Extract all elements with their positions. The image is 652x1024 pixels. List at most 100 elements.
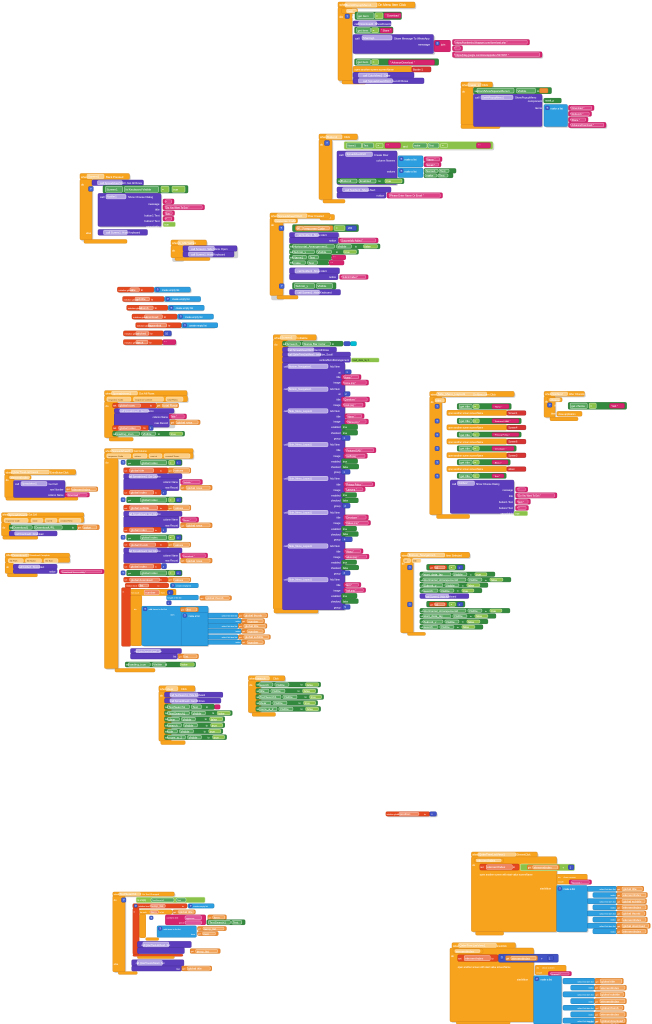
svg-text:3: 3 [177, 538, 179, 540]
svg-text:" Do You Want To Exit ": " Do You Want To Exit " [165, 207, 190, 210]
svg-text:response Content: response Content [135, 398, 153, 401]
svg-text:index: index [589, 1001, 595, 1003]
svg-text:do: do [148, 918, 151, 920]
svg-text:false: false [343, 600, 349, 603]
svg-text:" Privacy Policy ": " Privacy Policy " [345, 484, 362, 487]
svg-text:set: set [124, 544, 127, 547]
svg-text:get: get [617, 925, 620, 928]
svg-text:to: to [158, 433, 161, 436]
svg-text:from: from [161, 592, 165, 595]
svg-text:initialize global: initialize global [133, 316, 148, 319]
svg-text:set: set [257, 708, 260, 711]
svg-text:?: ? [171, 306, 173, 310]
svg-text:get choice: get choice [571, 404, 585, 408]
svg-text:to: to [155, 565, 158, 568]
svg-text:set: set [124, 579, 127, 582]
svg-text:button1 Text: button1 Text [144, 214, 159, 218]
svg-text:get: get [128, 462, 131, 465]
svg-text:get: get [596, 981, 599, 984]
svg-text:to: to [379, 179, 382, 183]
svg-text:global title: global title [131, 469, 145, 473]
svg-text:get item: get item [358, 14, 369, 18]
svg-text:=: = [474, 433, 476, 437]
svg-text:enabled: enabled [331, 527, 341, 531]
svg-text:notice: notice [329, 239, 337, 243]
svg-text:list: list [173, 656, 176, 659]
svg-text:=: = [474, 405, 476, 409]
svg-text:true: true [173, 187, 179, 191]
svg-text:create empty list: create empty list [162, 289, 180, 292]
svg-text:get: get [430, 603, 433, 606]
svg-text:Side_Menu_Layout1: Side_Menu_Layout1 [289, 545, 313, 548]
svg-text:to: to [165, 664, 168, 667]
svg-text:?: ? [122, 498, 124, 502]
svg-text:true: true [463, 589, 469, 593]
svg-text:get: get [242, 630, 245, 633]
svg-text:Add Item: Add Item [330, 512, 340, 515]
svg-text:Is Keyboard Visible: Is Keyboard Visible [126, 187, 152, 191]
svg-text:choice: choice [551, 398, 560, 402]
svg-text:true: true [305, 701, 311, 705]
svg-text:when: when [472, 854, 479, 857]
svg-text:" Submit Failed ": " Submit Failed " [341, 276, 358, 279]
svg-text:values: values [387, 170, 396, 174]
svg-text:group: group [334, 504, 341, 508]
svg-text:for each: for each [140, 912, 147, 914]
svg-text:response Code: response Code [108, 455, 124, 458]
svg-text:image: image [333, 521, 341, 525]
svg-text:=: = [170, 461, 172, 465]
svg-text:IconClick: IconClick [497, 945, 508, 948]
svg-text:max Record: max Record [165, 487, 179, 490]
svg-text:Add Item: Add Item [330, 444, 340, 447]
svg-text:" Law.png ": " Law.png " [345, 490, 357, 492]
svg-text:temp_list: temp_list [197, 949, 209, 953]
svg-text:get item: get item [358, 28, 369, 32]
svg-text:" ": " " [517, 489, 520, 492]
svg-text:do: do [340, 15, 344, 19]
svg-text:file Path: file Path [10, 560, 18, 563]
svg-text:" Developer ": " Developer " [494, 448, 507, 451]
svg-text:call: call [284, 579, 288, 582]
svg-text:Text: Text [177, 899, 181, 902]
svg-text:then: then [443, 427, 448, 430]
svg-text:image: image [333, 420, 341, 424]
svg-text:get: get [506, 957, 510, 960]
svg-text:do: do [271, 223, 274, 227]
svg-text:" Home ": " Home " [494, 407, 503, 409]
svg-text:get: get [179, 655, 182, 658]
svg-text:global title: global title [623, 887, 637, 891]
svg-text:number: number [248, 629, 258, 633]
svg-text:?: ? [409, 603, 411, 607]
svg-text:if: if [443, 475, 445, 479]
svg-text:" book.png ": " book.png " [343, 405, 356, 407]
svg-text:TextSearch1: TextSearch1 [120, 892, 137, 896]
svg-text:Spreadsheet2GO: Spreadsheet2GO [347, 153, 367, 156]
svg-text:file Name: file Name [27, 561, 37, 563]
svg-text:get: get [239, 615, 242, 618]
svg-text:" Exit ": " Exit " [517, 501, 524, 504]
svg-text:Side_Menu_Layout1: Side_Menu_Layout1 [289, 478, 313, 481]
svg-text:call: call [284, 388, 288, 391]
svg-text:elementIndex: elementIndex [512, 956, 531, 960]
svg-text:TextSearch1: TextSearch1 [169, 711, 186, 715]
svg-text:?: ? [436, 404, 438, 408]
svg-text:do: do [472, 864, 475, 867]
svg-text:global rows: global rows [187, 486, 203, 490]
svg-text:set: set [421, 610, 424, 613]
svg-text:when: when [274, 336, 281, 340]
svg-text:1: 1 [177, 463, 179, 465]
svg-text:" Do You Want To Exit ": " Do You Want To Exit " [517, 495, 541, 498]
svg-text:Spreadsheet1: Spreadsheet1 [9, 513, 28, 517]
svg-text:false: false [307, 683, 314, 687]
svg-text:if: if [443, 461, 445, 465]
svg-text:do: do [106, 461, 109, 465]
svg-text:result: result [537, 971, 543, 974]
svg-text:image: image [333, 488, 341, 492]
svg-text:Submit_y: Submit_y [424, 620, 437, 624]
svg-text:create empty list: create empty list [172, 298, 190, 301]
svg-text:if: if [415, 567, 417, 570]
svg-text:Visible: Visible [446, 620, 455, 624]
svg-text:Screen4: Screen4 [508, 427, 518, 430]
svg-text:Add Item: Add Item [330, 545, 340, 548]
svg-text:?: ? [547, 106, 549, 110]
